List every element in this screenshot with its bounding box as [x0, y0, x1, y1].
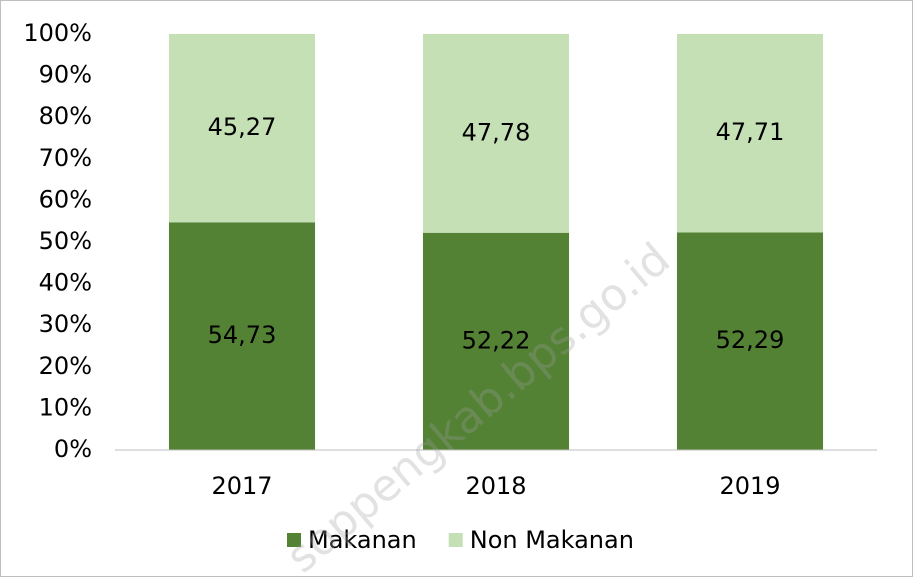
legend-label: Non Makanan [470, 526, 634, 554]
bar-segment [168, 222, 316, 450]
bar-segment [422, 232, 570, 450]
legend-label: Makanan [308, 526, 417, 554]
legend-swatch [287, 533, 301, 547]
x-tick-label: 2018 [465, 472, 526, 500]
x-tick-label: 2017 [211, 472, 272, 500]
y-tick-label: 100% [23, 19, 92, 47]
data-label: 45,27 [208, 113, 277, 141]
y-tick-label: 10% [39, 393, 92, 421]
legend-swatch [448, 533, 463, 547]
bar-segment [676, 34, 824, 233]
data-label: 54,73 [208, 321, 277, 349]
bar-segment [676, 232, 824, 450]
y-tick-label: 0% [54, 435, 92, 463]
bar-segment [168, 34, 316, 223]
bar-segment [422, 34, 570, 233]
data-label: 47,71 [716, 118, 785, 146]
y-tick-label: 30% [39, 310, 92, 338]
y-tick-label: 80% [39, 102, 92, 130]
y-tick-label: 40% [39, 269, 92, 297]
data-label: 52,22 [462, 326, 531, 354]
y-tick-label: 20% [39, 352, 92, 380]
y-tick-label: 90% [39, 61, 92, 89]
data-label: 47,78 [462, 118, 531, 146]
y-tick-label: 70% [39, 144, 92, 172]
y-tick-label: 60% [39, 185, 92, 213]
data-label: 52,29 [716, 326, 785, 354]
x-tick-label: 2019 [719, 472, 780, 500]
y-tick-label: 50% [39, 227, 92, 255]
